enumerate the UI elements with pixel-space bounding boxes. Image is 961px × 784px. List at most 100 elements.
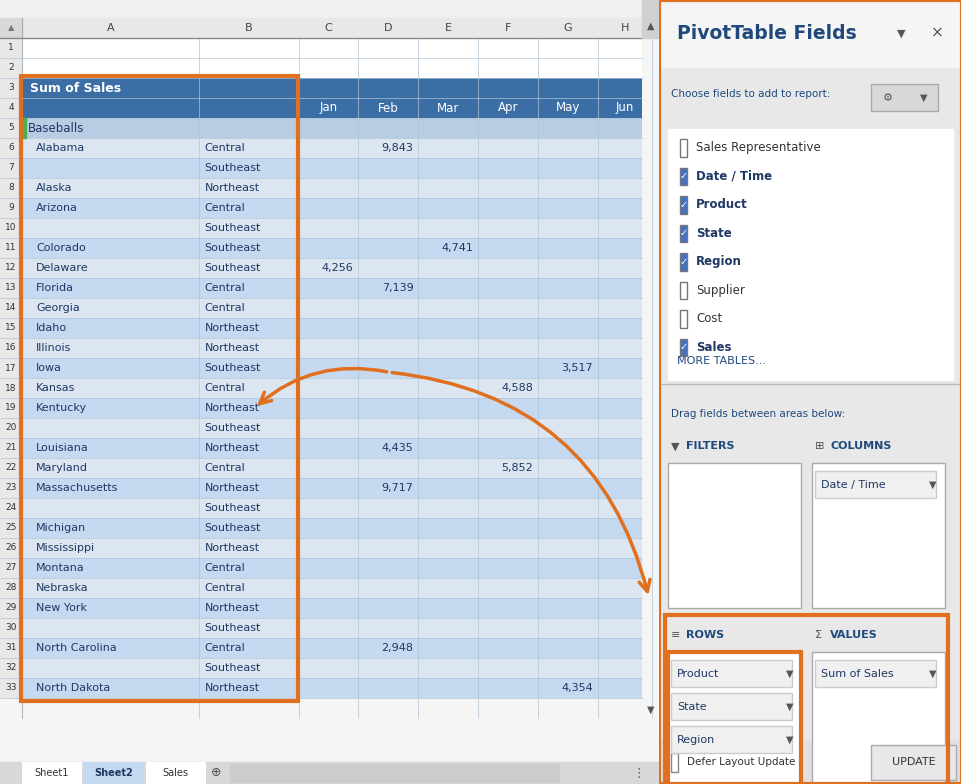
- Text: Northeast: Northeast: [205, 603, 259, 613]
- Bar: [22, 558, 641, 578]
- Bar: [0, 418, 22, 438]
- Bar: [0, 178, 22, 198]
- Text: 28: 28: [6, 583, 16, 593]
- Text: Idaho: Idaho: [36, 323, 67, 333]
- Text: Northeast: Northeast: [205, 443, 259, 453]
- Bar: [811, 463, 945, 608]
- Bar: [22, 398, 641, 418]
- Text: 14: 14: [6, 303, 16, 313]
- Bar: [814, 471, 935, 498]
- Bar: [0, 278, 22, 298]
- Text: 1: 1: [8, 43, 13, 53]
- Text: 16: 16: [5, 343, 16, 353]
- Text: 4,588: 4,588: [501, 383, 532, 393]
- Text: 23: 23: [6, 484, 16, 492]
- Text: Sum of Sales: Sum of Sales: [821, 669, 893, 679]
- Text: Region: Region: [695, 256, 741, 268]
- Text: Region: Region: [677, 735, 715, 745]
- Text: F: F: [505, 23, 511, 33]
- Text: Jun: Jun: [615, 101, 633, 114]
- Text: Central: Central: [205, 383, 245, 393]
- Text: ✓: ✓: [678, 200, 687, 210]
- Text: Sales Representative: Sales Representative: [695, 141, 820, 154]
- Text: 33: 33: [5, 684, 16, 692]
- Text: 25: 25: [6, 524, 16, 532]
- Text: 31: 31: [5, 644, 16, 652]
- Text: ⊞: ⊞: [814, 441, 824, 452]
- Text: 4,435: 4,435: [382, 443, 413, 453]
- Bar: [871, 745, 955, 780]
- Text: Apr: Apr: [498, 101, 518, 114]
- Text: ▼: ▼: [785, 669, 792, 679]
- Text: C: C: [324, 23, 332, 33]
- Text: Arizona: Arizona: [36, 203, 78, 213]
- Bar: [0, 578, 22, 598]
- Text: Product: Product: [677, 669, 719, 679]
- Text: Southeast: Southeast: [205, 423, 260, 433]
- Text: Northeast: Northeast: [205, 543, 259, 553]
- Text: Kentucky: Kentucky: [36, 403, 87, 413]
- Bar: [679, 168, 686, 185]
- Text: Colorado: Colorado: [36, 243, 86, 253]
- Bar: [667, 463, 801, 608]
- Bar: [0, 658, 22, 678]
- Bar: [22, 438, 641, 458]
- Bar: [0, 218, 22, 238]
- Text: Southeast: Southeast: [205, 663, 260, 673]
- Bar: [0, 198, 22, 218]
- Text: ×: ×: [930, 26, 943, 41]
- Text: 13: 13: [5, 284, 16, 292]
- Text: ▲: ▲: [646, 21, 653, 31]
- Text: Louisiana: Louisiana: [36, 443, 88, 453]
- Text: Baseballs: Baseballs: [28, 122, 85, 135]
- Text: 32: 32: [6, 663, 16, 673]
- Text: Maryland: Maryland: [36, 463, 87, 473]
- Bar: [0, 378, 22, 398]
- Text: ✓: ✓: [678, 228, 687, 238]
- Text: Iowa: Iowa: [36, 363, 62, 373]
- Text: 21: 21: [6, 444, 16, 452]
- Bar: [22, 678, 641, 698]
- Text: Massachusetts: Massachusetts: [36, 483, 118, 493]
- Bar: [679, 253, 686, 270]
- Bar: [811, 652, 945, 784]
- Text: Mississippi: Mississippi: [36, 543, 95, 553]
- Text: 30: 30: [5, 623, 16, 633]
- Text: Northeast: Northeast: [205, 343, 259, 353]
- Text: 4,741: 4,741: [441, 243, 473, 253]
- Bar: [22, 498, 641, 518]
- Text: 27: 27: [6, 564, 16, 572]
- Text: Illinois: Illinois: [36, 343, 71, 353]
- Text: Georgia: Georgia: [36, 303, 80, 313]
- Bar: [671, 753, 678, 771]
- Bar: [0, 638, 22, 658]
- Text: ▼: ▼: [785, 702, 792, 712]
- Bar: [0, 558, 22, 578]
- Bar: [679, 281, 686, 299]
- Bar: [0, 538, 22, 558]
- Text: Product: Product: [695, 198, 747, 212]
- Text: Montana: Montana: [36, 563, 85, 573]
- Text: 2: 2: [8, 64, 13, 72]
- Bar: [679, 339, 686, 356]
- Text: Choose fields to add to report:: Choose fields to add to report:: [671, 89, 829, 99]
- Text: Southeast: Southeast: [205, 223, 260, 233]
- Bar: [22, 538, 641, 558]
- Bar: [0, 158, 22, 178]
- Text: 3: 3: [8, 84, 13, 93]
- Text: Defer Layout Update: Defer Layout Update: [687, 757, 795, 768]
- Text: UPDATE: UPDATE: [891, 757, 934, 768]
- Bar: [0, 398, 22, 418]
- Text: Northeast: Northeast: [205, 323, 259, 333]
- Bar: [679, 196, 686, 213]
- Text: Northeast: Northeast: [205, 183, 259, 193]
- Text: ▲: ▲: [8, 24, 14, 32]
- Text: Sales: Sales: [162, 768, 188, 778]
- Text: Alabama: Alabama: [36, 143, 86, 153]
- Text: 4: 4: [8, 103, 13, 112]
- Text: Supplier: Supplier: [695, 284, 744, 297]
- Text: 22: 22: [6, 463, 16, 473]
- Text: 19: 19: [5, 404, 16, 412]
- Text: Southeast: Southeast: [205, 523, 260, 533]
- Bar: [0, 318, 22, 338]
